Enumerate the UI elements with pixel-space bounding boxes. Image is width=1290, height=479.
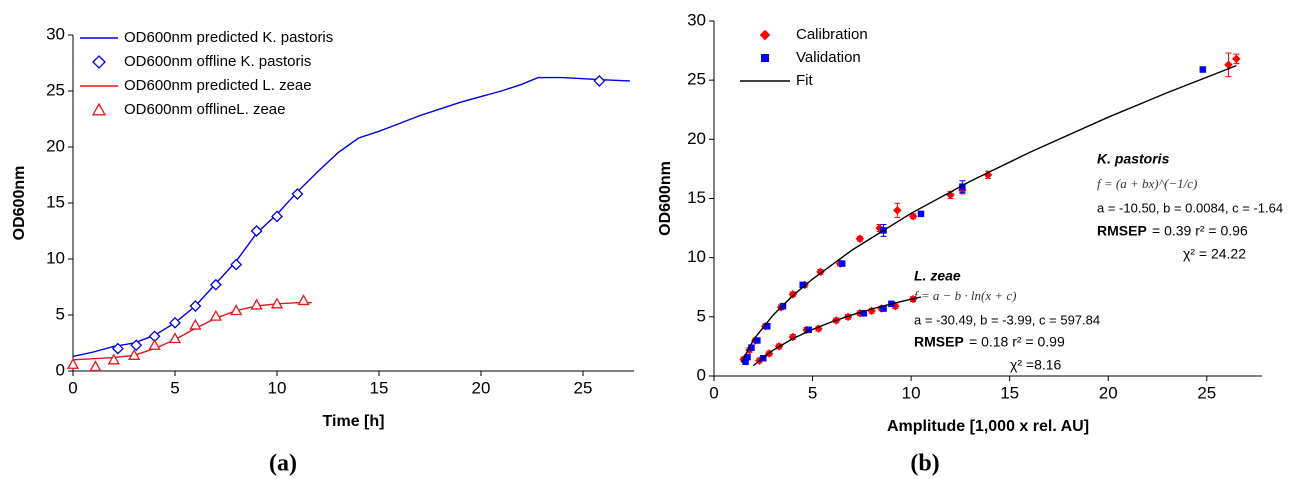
data-point <box>855 234 865 244</box>
data-point <box>908 211 918 221</box>
legend-label: Validation <box>796 49 861 66</box>
data-point <box>128 348 141 360</box>
data-point <box>189 300 202 312</box>
x-tick-label: 0 <box>709 383 718 402</box>
legend-label: Calibration <box>796 26 868 43</box>
x-tick-label: 25 <box>574 378 593 397</box>
data-point <box>297 294 310 306</box>
x-tick-label: 25 <box>1197 383 1216 402</box>
annotation: f = a − b · ln(x + c) <box>914 288 1017 303</box>
y-tick-label: 0 <box>697 365 706 384</box>
annotation: L. zeae <box>914 268 961 284</box>
legend-label: Fit <box>796 72 813 89</box>
series-line <box>740 64 1237 367</box>
legend-swatch <box>92 55 106 69</box>
data-point <box>111 342 124 355</box>
data-point <box>66 357 80 369</box>
legend-swatch <box>759 29 771 41</box>
legend-label: OD600nm offline K. pastoris <box>124 53 311 70</box>
data-point <box>270 297 284 309</box>
x-tick-label: 20 <box>1099 383 1118 402</box>
annotation: a = -10.50, b = 0.0084, c = -1.64 <box>1097 200 1283 215</box>
data-point <box>89 360 102 372</box>
legend-label: OD600nm offlineL. zeae <box>124 101 286 118</box>
y-tick-label: 0 <box>56 360 65 379</box>
y-tick-label: 10 <box>687 247 706 266</box>
data-point <box>250 225 263 237</box>
y-tick-label: 30 <box>687 10 706 29</box>
y-axis-title: OD600nm <box>11 166 28 241</box>
annotation: RMSEP <box>1097 223 1147 239</box>
annotation: f = (a + bx)^(−1/c) <box>1097 176 1197 191</box>
data-point <box>230 304 243 316</box>
x-axis-title: Time [h] <box>323 413 385 430</box>
data-point <box>760 355 767 362</box>
x-tick-label: 15 <box>1000 383 1019 402</box>
y-tick-label: 15 <box>687 188 706 207</box>
y-tick-label: 5 <box>56 304 65 323</box>
data-point <box>209 309 222 321</box>
annotation: a = -30.49, b = -3.99, c = 597.84 <box>914 312 1100 327</box>
data-point <box>107 353 120 365</box>
data-point <box>168 332 182 344</box>
annotation: RMSEP <box>914 334 964 350</box>
y-tick-label: 30 <box>46 24 65 43</box>
annotation: χ² = 24.22 <box>1183 246 1246 262</box>
y-tick-label: 5 <box>697 306 706 325</box>
y-tick-label: 10 <box>46 248 65 267</box>
x-axis-title: Amplitude [1,000 x rel. AU] <box>887 418 1089 435</box>
y-tick-label: 15 <box>46 192 65 211</box>
x-tick-label: 5 <box>170 378 179 397</box>
legend-swatch <box>91 102 107 116</box>
data-point <box>169 316 181 329</box>
data-point <box>593 75 606 87</box>
data-point <box>860 310 868 317</box>
panel-label: (b) <box>910 451 939 477</box>
x-tick-label: 15 <box>370 378 389 397</box>
x-tick-label: 20 <box>472 378 491 397</box>
data-point <box>838 260 846 267</box>
y-axis-title: OD600nm <box>657 161 674 236</box>
data-point <box>892 205 902 215</box>
data-point <box>250 298 263 310</box>
x-tick-label: 10 <box>902 383 921 402</box>
data-point <box>148 338 161 350</box>
x-tick-label: 10 <box>268 378 287 397</box>
data-point <box>291 188 304 200</box>
data-point <box>209 278 222 291</box>
legend-swatch <box>761 54 769 62</box>
x-tick-label: 0 <box>68 378 77 397</box>
data-point <box>1232 54 1241 64</box>
data-point <box>917 210 925 218</box>
data-point <box>130 339 143 352</box>
annotation: = 0.39 r² = 0.96 <box>1152 223 1248 239</box>
annotation: K. pastoris <box>1097 151 1170 167</box>
y-tick-label: 20 <box>687 129 706 148</box>
y-tick-label: 25 <box>46 80 65 99</box>
data-point <box>1199 66 1207 73</box>
annotation: χ² =8.16 <box>1010 357 1062 373</box>
series-line <box>72 76 630 358</box>
data-point <box>189 318 202 330</box>
panel-label: (a) <box>269 451 297 477</box>
data-point <box>271 210 283 223</box>
data-point <box>230 258 243 271</box>
series-line <box>72 302 312 361</box>
legend-label: OD600nm predicted L. zeae <box>124 77 312 94</box>
y-tick-label: 25 <box>687 70 706 89</box>
legend-label: OD600nm predicted K. pastoris <box>124 29 333 46</box>
x-tick-label: 5 <box>808 383 817 402</box>
y-tick-label: 20 <box>46 136 65 155</box>
annotation: = 0.18 r² = 0.99 <box>969 334 1065 350</box>
data-point <box>754 337 761 344</box>
